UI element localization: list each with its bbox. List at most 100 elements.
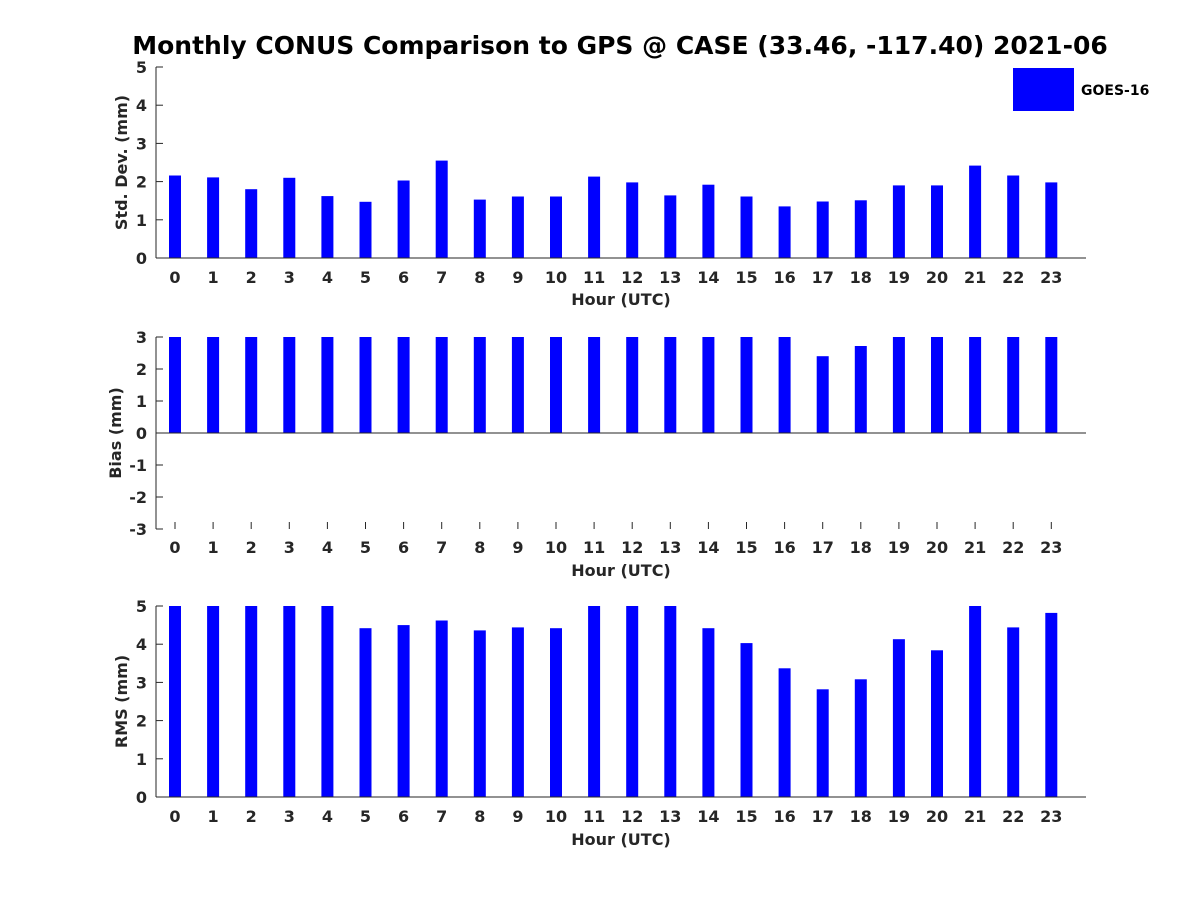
rms-bar <box>359 628 372 797</box>
rms-x-tick-label: 14 <box>697 807 719 826</box>
rms-bar <box>169 606 181 797</box>
std-y-tick-label: 1 <box>136 211 147 230</box>
std-x-tick-label: 9 <box>512 268 523 287</box>
std-bar <box>931 185 943 258</box>
bias-x-tick-label: 20 <box>926 538 948 557</box>
bias-y-tick-label: 0 <box>136 424 147 443</box>
std-x-tick-label: 15 <box>735 268 757 287</box>
rms-y-axis-label: RMS (mm) <box>112 655 131 748</box>
std-bar <box>740 196 753 258</box>
std-bar <box>588 176 601 258</box>
std-y-tick-label: 2 <box>136 173 147 192</box>
bias-bar <box>550 337 562 433</box>
std-x-tick-label: 3 <box>284 268 295 287</box>
bias-bar <box>702 337 715 433</box>
rms-x-tick-label: 18 <box>850 807 872 826</box>
bias-y-tick-label: -2 <box>129 488 147 507</box>
bias-bar <box>816 356 829 433</box>
std-bar <box>207 177 220 258</box>
rms-bar <box>321 606 334 797</box>
std-x-tick-label: 23 <box>1040 268 1062 287</box>
bias-x-tick-label: 15 <box>735 538 757 557</box>
std-y-tick-label: 0 <box>136 249 147 268</box>
bias-bar <box>892 337 905 433</box>
std-x-tick-label: 6 <box>398 268 409 287</box>
bias-bar <box>778 337 791 433</box>
bias-bar <box>397 337 410 433</box>
std-bar <box>702 184 715 258</box>
rms-y-tick-label: 2 <box>136 712 147 731</box>
std-bar <box>321 196 334 258</box>
std-bar <box>892 185 905 258</box>
bias-x-tick-label: 0 <box>169 538 180 557</box>
bias-bar <box>969 337 982 433</box>
bias-bar <box>321 337 334 433</box>
bias-y-axis-label: Bias (mm) <box>106 387 125 479</box>
bias-y-tick-label: 3 <box>136 328 147 347</box>
rms-x-tick-label: 11 <box>583 807 605 826</box>
bias-bar <box>626 337 639 433</box>
rms-bar <box>1045 612 1058 797</box>
bias-x-tick-label: 5 <box>360 538 371 557</box>
rms-y-tick-label: 1 <box>136 750 147 769</box>
bias-x-tick-label: 22 <box>1002 538 1024 557</box>
std-bar <box>778 206 791 258</box>
std-x-tick-label: 20 <box>926 268 948 287</box>
std-y-tick-label: 4 <box>136 96 147 115</box>
std-bar <box>854 200 867 258</box>
std-x-tick-label: 10 <box>545 268 567 287</box>
rms-x-tick-label: 8 <box>474 807 485 826</box>
bias-bar <box>1045 337 1058 433</box>
rms-x-tick-label: 15 <box>735 807 757 826</box>
std-bar <box>359 201 372 258</box>
bias-x-tick-label: 1 <box>208 538 219 557</box>
bias-x-tick-label: 6 <box>398 538 409 557</box>
rms-x-tick-label: 0 <box>169 807 180 826</box>
std-x-tick-label: 16 <box>773 268 795 287</box>
bias-x-tick-label: 23 <box>1040 538 1062 557</box>
std-x-tick-label: 17 <box>812 268 834 287</box>
bias-bar <box>1007 337 1020 433</box>
std-bar <box>283 177 296 258</box>
std-x-tick-label: 4 <box>322 268 333 287</box>
rms-x-tick-label: 2 <box>246 807 257 826</box>
bias-y-tick-label: 1 <box>136 392 147 411</box>
std-x-tick-label: 12 <box>621 268 643 287</box>
rms-bar <box>702 628 715 797</box>
bias-bar <box>854 346 867 433</box>
rms-x-tick-label: 21 <box>964 807 986 826</box>
bias-x-tick-label: 7 <box>436 538 447 557</box>
std-x-tick-label: 7 <box>436 268 447 287</box>
rms-bar <box>397 625 410 797</box>
rms-y-tick-label: 3 <box>136 673 147 692</box>
rms-x-tick-label: 4 <box>322 807 333 826</box>
std-x-tick-label: 0 <box>169 268 180 287</box>
bias-bar <box>664 337 677 433</box>
rms-x-tick-label: 7 <box>436 807 447 826</box>
bias-bar <box>435 337 448 433</box>
rms-x-tick-label: 23 <box>1040 807 1062 826</box>
rms-x-tick-label: 9 <box>512 807 523 826</box>
std-bar <box>435 160 448 258</box>
rms-bar <box>892 639 905 797</box>
std-x-axis-label: Hour (UTC) <box>571 290 671 309</box>
std-x-tick-label: 11 <box>583 268 605 287</box>
rms-x-axis-label: Hour (UTC) <box>571 830 671 849</box>
bias-x-tick-label: 16 <box>773 538 795 557</box>
bias-x-tick-label: 9 <box>512 538 523 557</box>
bias-bar <box>511 337 524 433</box>
rms-x-tick-label: 16 <box>773 807 795 826</box>
rms-x-tick-label: 13 <box>659 807 681 826</box>
rms-x-tick-label: 1 <box>208 807 219 826</box>
rms-y-tick-label: 0 <box>136 788 147 807</box>
rms-bar <box>816 689 829 797</box>
rms-bar <box>550 628 562 797</box>
rms-bar <box>511 627 524 797</box>
std-bar <box>473 199 486 258</box>
bias-y-tick-label: -3 <box>129 520 147 539</box>
std-x-tick-label: 21 <box>964 268 986 287</box>
